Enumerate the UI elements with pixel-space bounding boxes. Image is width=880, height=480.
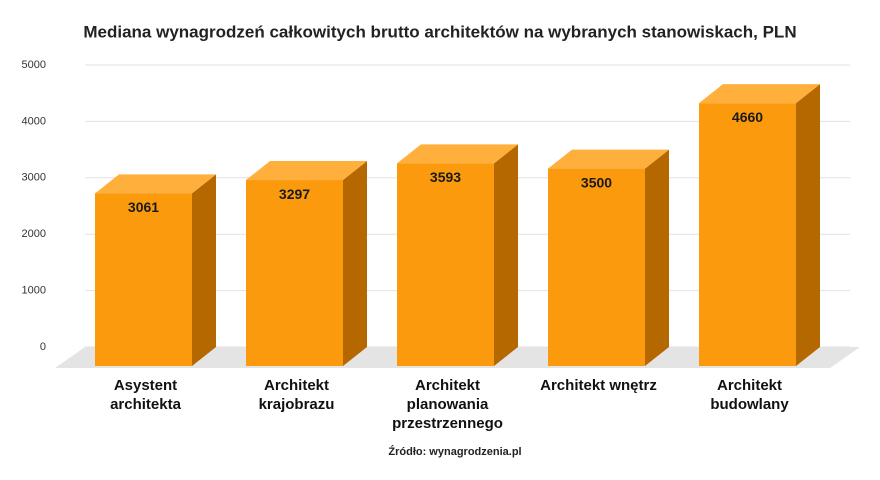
- x-tick-label: Architekt wnętrz: [540, 377, 657, 394]
- y-tick-label: 5000: [22, 59, 46, 71]
- x-tick-label: Architekt budowlany: [710, 377, 789, 413]
- x-tick-label: Asystent architekta: [110, 377, 181, 413]
- value-label: 3593: [430, 169, 461, 185]
- bar: [397, 163, 494, 366]
- bar: [548, 168, 645, 366]
- chart-title: Mediana wynagrodzeń całkowitych brutto a…: [83, 22, 796, 41]
- bar-side: [494, 144, 518, 366]
- x-tick-label: Architekt planowania przestrzennego: [392, 377, 503, 432]
- value-label: 3061: [128, 199, 159, 215]
- bar-side: [645, 149, 669, 366]
- bar: [246, 180, 343, 366]
- y-tick-label: 4000: [22, 115, 46, 127]
- bar-top: [397, 144, 518, 164]
- bar-side: [796, 84, 820, 367]
- value-label: 3500: [581, 174, 612, 190]
- bar: [95, 193, 192, 366]
- y-tick-label: 1000: [22, 285, 46, 297]
- bar-top: [548, 149, 669, 169]
- x-tick-label: Architekt krajobrazu: [258, 377, 335, 413]
- y-tick-label: 3000: [22, 172, 46, 184]
- bar: [699, 103, 796, 367]
- bar-top: [246, 161, 367, 181]
- y-tick-label: 2000: [22, 228, 46, 240]
- bar-side: [343, 161, 367, 366]
- source: Źródło: wynagrodzenia.pl: [388, 445, 521, 458]
- bar-top: [699, 84, 820, 104]
- bar-side: [192, 174, 216, 366]
- value-label: 3297: [279, 186, 310, 202]
- bar-top: [95, 174, 216, 194]
- value-label: 4660: [732, 109, 763, 125]
- y-tick-label: 0: [40, 341, 46, 353]
